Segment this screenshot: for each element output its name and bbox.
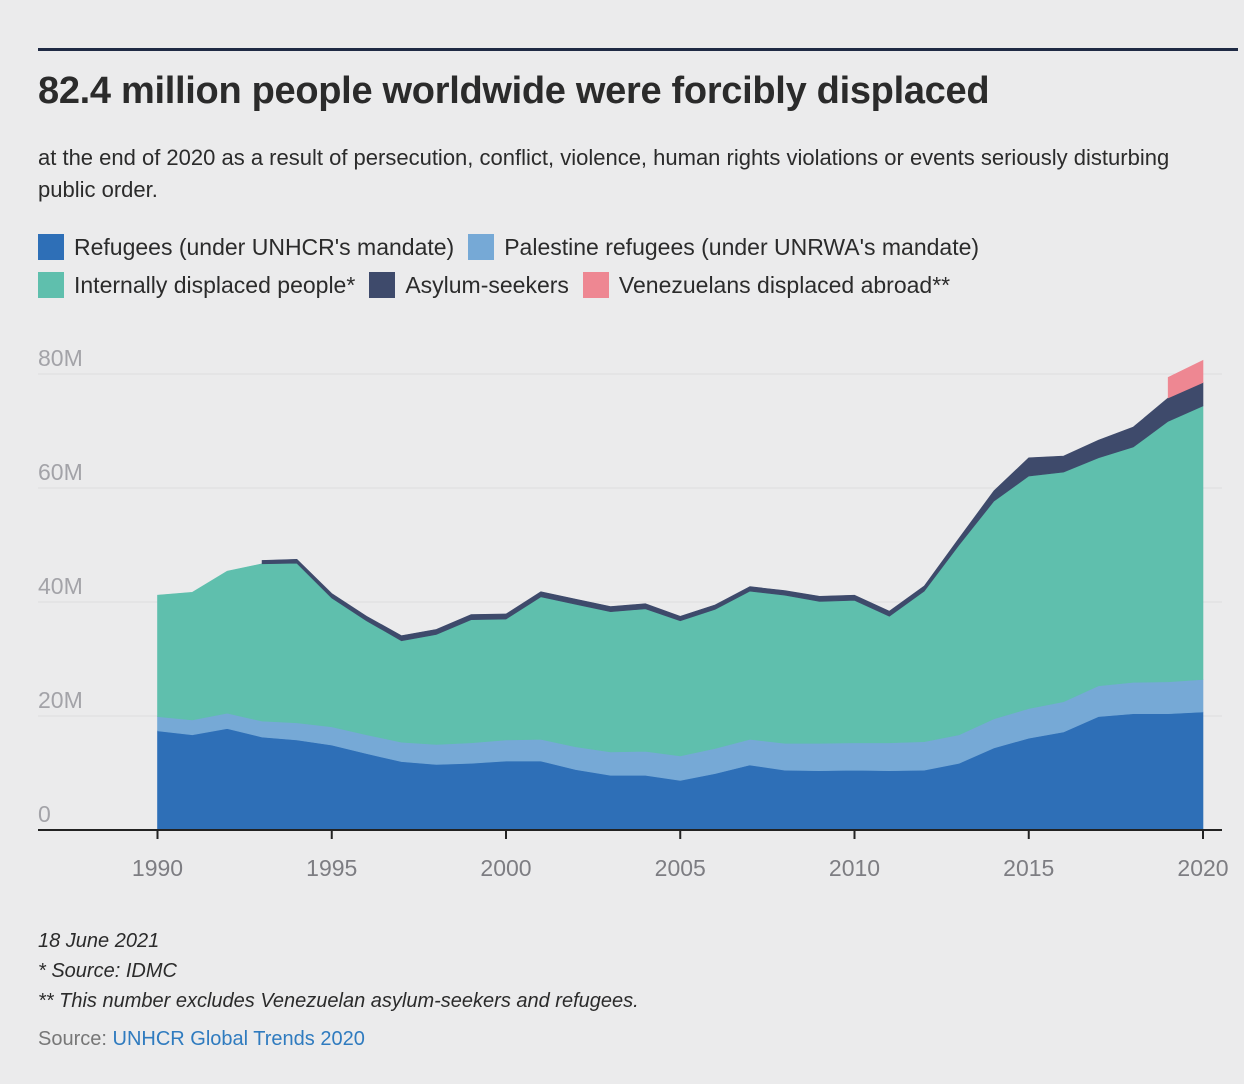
source-label: Source: (38, 1028, 107, 1050)
y-tick-label-0: 0 (38, 801, 51, 827)
x-tick-label-2015: 2015 (1003, 855, 1054, 881)
legend-label-asylum-seekers: Asylum-seekers (405, 271, 569, 298)
legend-item-refugees: Refugees (under UNHCR's mandate) (38, 234, 454, 261)
top-rule (38, 48, 1238, 51)
chart-subtitle: at the end of 2020 as a result of persec… (38, 145, 1170, 202)
legend-label-idp: Internally displaced people* (74, 271, 356, 298)
legend-swatch-asylum-seekers (369, 272, 396, 298)
legend-item-idp: Internally displaced people* (38, 272, 355, 299)
y-tick-label-80: 80M (38, 345, 83, 371)
y-tick-label-20: 20M (38, 687, 83, 713)
legend-row-2: Internally displaced people* Asylum-seek… (38, 266, 1228, 304)
legend-item-venezuelans: Venezuelans displaced abroad** (582, 271, 951, 299)
legend-swatch-venezuelans (582, 272, 609, 298)
x-tick-label-1990: 1990 (132, 855, 183, 881)
legend-item-palestine-refugees: Palestine refugees (under UNRWA's mandat… (468, 234, 979, 261)
x-tick-label-2005: 2005 (655, 855, 706, 881)
legend-label-venezuelans: Venezuelans displaced abroad** (618, 271, 951, 298)
area-layer (157, 359, 1204, 831)
area-asylum-seekers (261, 382, 1204, 642)
footnote-idmc: * Source: IDMC (38, 960, 177, 982)
legend: Refugees (under UNHCR's mandate) Palesti… (38, 228, 1228, 304)
chart-title: 82.4 million people worldwide were forci… (38, 70, 990, 112)
x-tick-label-2000: 2000 (480, 855, 531, 881)
x-tick-label-1995: 1995 (306, 855, 357, 881)
legend-row-1: Refugees (under UNHCR's mandate) Palesti… (38, 228, 1228, 266)
axis-layer: 1990 1995 2000 2005 2010 2015 2020 (38, 829, 1229, 881)
legend-label-palestine-refugees: Palestine refugees (under UNRWA's mandat… (504, 233, 980, 260)
legend-label-refugees: Refugees (under UNHCR's mandate) (74, 233, 455, 260)
legend-swatch-idp (38, 272, 64, 298)
legend-item-asylum-seekers: Asylum-seekers (369, 272, 569, 299)
footnote-venezuelans: ** This number excludes Venezuelan asylu… (38, 990, 639, 1012)
legend-swatch-palestine-refugees (468, 234, 495, 260)
footnotes: 18 June 2021 * Source: IDMC ** This numb… (38, 926, 1228, 1016)
legend-swatch-refugees (38, 234, 64, 260)
x-tick-label-2010: 2010 (829, 855, 880, 881)
y-tick-label-40: 40M (38, 573, 83, 599)
y-tick-label-60: 60M (38, 459, 83, 485)
source-link[interactable]: UNHCR Global Trends 2020 (112, 1028, 365, 1050)
x-tick-label-2020: 2020 (1177, 855, 1228, 881)
stacked-area-chart: 0 20M 40M 60M 80M 1990 1995 2000 2005 2010 2015 20… (38, 345, 1229, 881)
footnote-date: 18 June 2021 (38, 930, 160, 952)
source-line: Source: UNHCR Global Trends 2020 (38, 1024, 365, 1054)
area-venezuelans (1167, 359, 1204, 399)
